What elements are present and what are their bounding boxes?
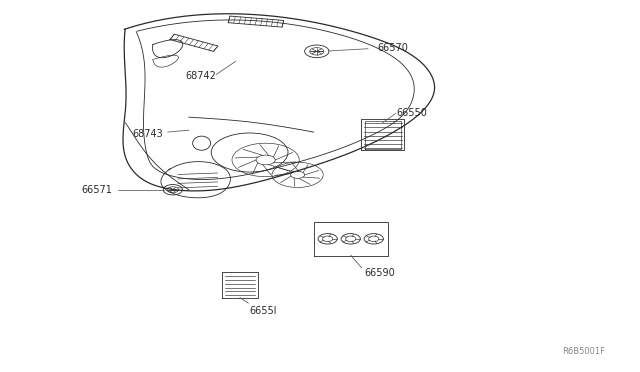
Text: R6B5001F: R6B5001F [562, 347, 605, 356]
Text: 66550: 66550 [397, 109, 428, 118]
Text: 6655l: 6655l [250, 306, 277, 315]
Text: 68742: 68742 [186, 71, 216, 81]
Text: 66570: 66570 [378, 44, 408, 53]
Text: 68743: 68743 [132, 129, 163, 139]
Text: 66571: 66571 [81, 185, 112, 195]
Text: 66590: 66590 [365, 269, 396, 278]
